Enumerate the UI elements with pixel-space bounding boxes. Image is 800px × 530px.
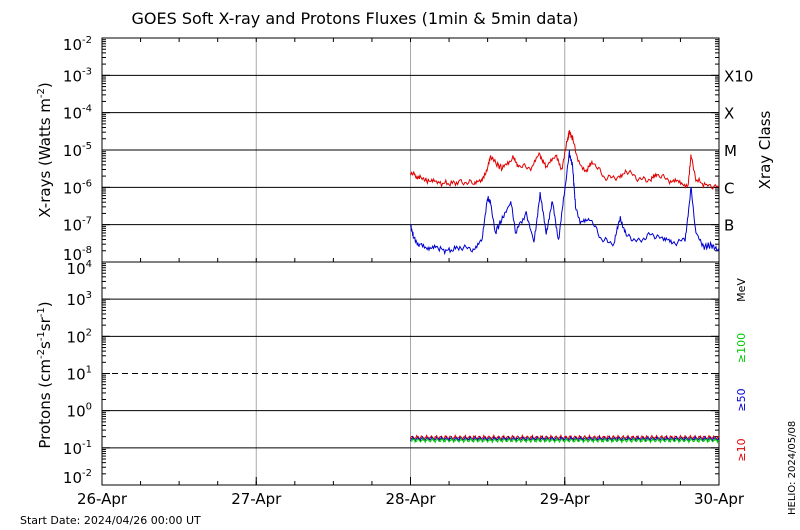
xray-class-b: B (724, 217, 734, 235)
x-tick-label: 26-Apr (77, 490, 128, 508)
proton-panel: 10-2 10-1 100 101 102 103 104 MeV ≥100 ≥50 ≥10 (63, 259, 748, 487)
xray-y-tick-label: 10-4 (63, 104, 92, 123)
proton-y-tick-label: 10-2 (63, 468, 92, 487)
proton-series-line (410, 436, 719, 444)
xray-y-tick-label: 10-6 (63, 178, 92, 197)
xray-panel: 10-8 10-7 10-6 10-5 10-4 10-3 10-2 B C M X X10 (63, 35, 753, 264)
start-date-label: Start Date: 2024/04/26 00:00 UT (20, 514, 201, 527)
chart-title: GOES Soft X-ray and Protons Fluxes (1min… (131, 9, 578, 28)
proton-y-tick-label: 10-1 (63, 439, 92, 458)
xray-class-x10: X10 (724, 67, 753, 85)
xray-class-label: Xray Class (756, 110, 774, 189)
x-axis: 26-Apr 27-Apr 28-Apr 29-Apr 30-Apr (77, 38, 745, 508)
proton-energy-label: ≥100 (735, 333, 748, 363)
xray-y-tick-label: 10-2 (63, 35, 92, 54)
proton-y-tick-label: 102 (67, 327, 92, 346)
proton-y-tick-label: 101 (67, 365, 92, 384)
x-tick-label: 27-Apr (231, 490, 282, 508)
proton-energy-label: MeV (735, 278, 748, 302)
xray-y-tick-label: 10-7 (63, 216, 92, 235)
xray-y-tick-label: 10-8 (63, 245, 92, 264)
xray-y-tick-label: 10-3 (63, 66, 92, 85)
xray-series-line (410, 150, 720, 256)
xray-y-axis-label: X-rays (Watts m-2) (36, 82, 54, 217)
proton-y-tick-label: 103 (67, 290, 92, 309)
x-tick-label: 29-Apr (540, 490, 591, 508)
proton-y-tick-label: 100 (67, 402, 92, 421)
x-tick-label: 28-Apr (385, 490, 436, 508)
proton-energy-label: ≥10 (735, 438, 748, 461)
xray-y-tick-label: 10-5 (63, 141, 92, 160)
protons-y-axis-label: Protons (cm-2s-1sr-1) (36, 301, 54, 448)
xray-class-c: C (724, 179, 734, 197)
xray-class-m: M (724, 142, 737, 160)
helio-date-stamp: HELIO: 2024/05/08 (787, 421, 798, 515)
x-tick-label: 30-Apr (694, 490, 745, 508)
xray-class-x: X (724, 105, 734, 123)
proton-y-tick-label: 104 (67, 259, 92, 278)
proton-energy-label: ≥50 (735, 388, 748, 411)
xray-series-line (410, 129, 720, 190)
